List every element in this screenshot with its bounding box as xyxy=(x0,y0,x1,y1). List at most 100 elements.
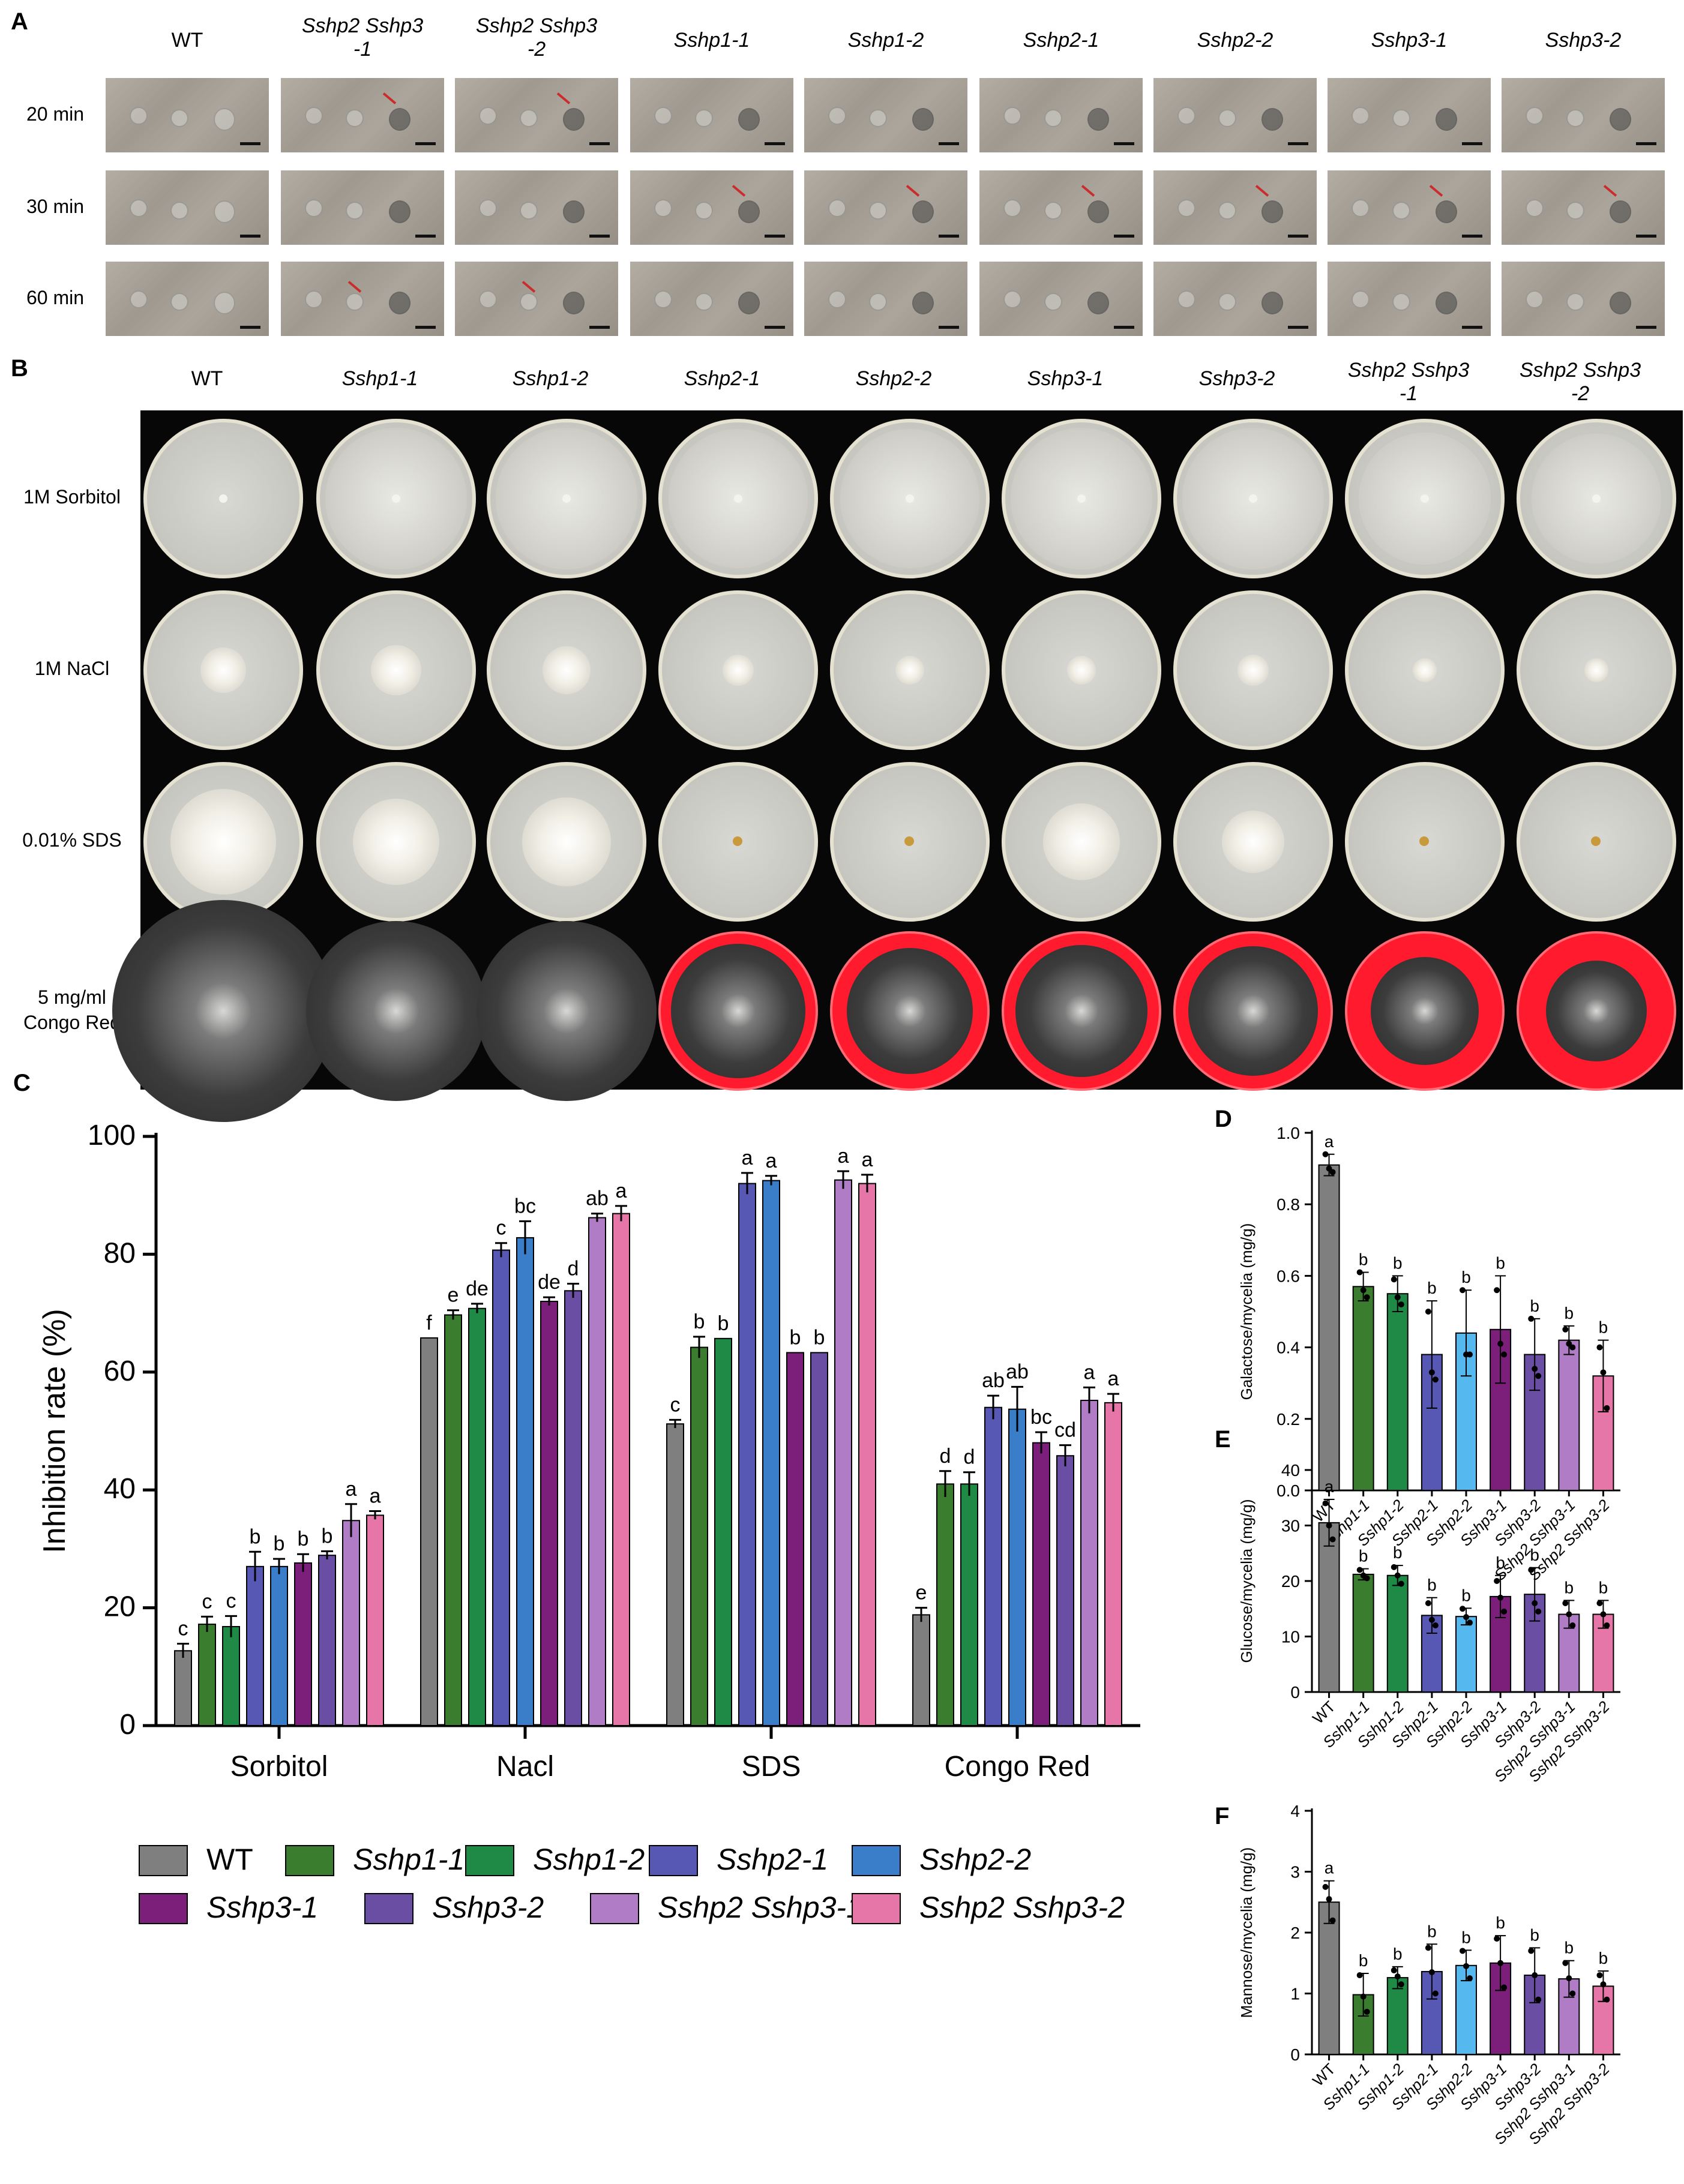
panel-c-label: C xyxy=(13,1070,31,1096)
inoculum-plug xyxy=(904,836,914,846)
petri-plate xyxy=(1002,419,1161,578)
bar xyxy=(1490,1328,1512,1492)
significance-letter: b xyxy=(1496,1553,1505,1572)
droplet xyxy=(1436,292,1457,314)
petri-plate xyxy=(658,931,818,1091)
droplet xyxy=(1177,107,1195,125)
data-point xyxy=(1432,1622,1439,1628)
data-point xyxy=(1326,1896,1332,1903)
petri-plate xyxy=(1345,419,1505,578)
panel-a-photo xyxy=(979,78,1143,152)
bar xyxy=(984,1406,1002,1726)
panel-b-col-header: Sshp1-1 xyxy=(341,367,418,390)
droplet xyxy=(1003,107,1021,125)
significance-letter: a xyxy=(370,1485,381,1508)
inoculum-plug xyxy=(734,494,742,503)
y-tick-label: 100 xyxy=(88,1120,136,1151)
droplet xyxy=(170,109,188,127)
droplet xyxy=(1218,293,1236,311)
droplet xyxy=(346,293,364,311)
x-tick-label: Sshp2-1 xyxy=(1388,2060,1442,2114)
bar xyxy=(1386,1977,1409,2056)
panel-b-row-label: 0.01% SDS xyxy=(22,829,122,851)
droplet xyxy=(170,293,188,311)
significance-letter: b xyxy=(1393,1253,1403,1272)
significance-letter: c xyxy=(202,1590,212,1613)
droplet xyxy=(130,199,148,217)
bar xyxy=(516,1237,534,1727)
data-point xyxy=(1501,1984,1508,1991)
panel-label: D xyxy=(1215,1106,1232,1132)
bar xyxy=(1352,1573,1374,1693)
scale-bar xyxy=(415,326,436,329)
panel-a-photo xyxy=(979,262,1143,336)
significance-letter: b xyxy=(694,1310,705,1333)
panel-a-photo xyxy=(979,170,1143,245)
data-point xyxy=(1467,1975,1473,1982)
droplet xyxy=(695,293,713,311)
bar xyxy=(960,1483,978,1726)
panel-b-col-header: Sshp2-2 xyxy=(855,367,932,390)
data-point xyxy=(1566,1611,1572,1618)
bar xyxy=(1524,1594,1546,1693)
significance-letter: a xyxy=(1084,1361,1095,1384)
data-point xyxy=(1600,1981,1607,1988)
red-arrow-marker xyxy=(732,185,746,197)
bar xyxy=(444,1314,462,1726)
significance-letter: b xyxy=(1599,1578,1608,1597)
x-tick-label: Sshp1-2 xyxy=(1353,2060,1407,2114)
droplet xyxy=(869,202,887,220)
panel-a-col-header: Sshp3-1 xyxy=(1371,29,1448,52)
bar xyxy=(366,1514,384,1727)
data-point xyxy=(1364,2008,1370,2015)
y-tick-label: 0.4 xyxy=(1277,1339,1300,1357)
significance-letter: a xyxy=(766,1150,777,1172)
droplet xyxy=(305,107,323,125)
panel-b-row-label: 5 mg/ml Congo Red xyxy=(23,986,121,1033)
petri-plate xyxy=(1517,762,1676,922)
droplet xyxy=(1526,107,1544,125)
droplet xyxy=(389,108,410,131)
droplet xyxy=(654,290,672,308)
petri-plate xyxy=(1173,419,1333,578)
panel-a-photo xyxy=(1153,262,1317,336)
bar xyxy=(1421,1970,1443,2055)
panel-b-row-label: 1M NaCl xyxy=(34,658,110,679)
petri-plate xyxy=(1517,590,1676,750)
significance-letter: a xyxy=(1325,1132,1334,1151)
colony xyxy=(1188,946,1318,1076)
y-tick-label: 0.8 xyxy=(1277,1195,1300,1214)
data-point xyxy=(1569,1344,1576,1351)
droplet xyxy=(1392,293,1410,311)
data-point xyxy=(1600,1369,1607,1376)
significance-letter: b xyxy=(1427,1279,1437,1297)
inoculum-plug xyxy=(219,494,227,503)
panel-b-col-header: Sshp1-2 xyxy=(512,367,589,390)
inoculum-plug xyxy=(906,494,914,503)
petri-plate xyxy=(658,762,818,922)
panel-a-photo xyxy=(455,262,618,336)
data-point xyxy=(1356,1567,1363,1573)
bar xyxy=(468,1307,486,1726)
y-tick-label: 40 xyxy=(1281,1461,1300,1480)
petri-plate xyxy=(830,590,990,750)
data-point xyxy=(1398,1981,1404,1988)
data-point xyxy=(1562,1326,1569,1333)
panel-label: E xyxy=(1215,1426,1231,1453)
x-tick-label: Sshp1-2 xyxy=(1353,1697,1407,1751)
data-point xyxy=(1596,1344,1603,1351)
data-point xyxy=(1329,1169,1336,1175)
panel-a-photo xyxy=(630,170,793,245)
colony xyxy=(306,921,486,1101)
panel-a-col-header: Sshp2 Sshp3 -1 xyxy=(301,14,424,61)
significance-letter: b xyxy=(1599,1318,1608,1337)
droplet xyxy=(738,292,760,314)
data-point xyxy=(1497,1960,1504,1966)
data-point xyxy=(1494,1936,1500,1942)
data-point xyxy=(1467,1619,1473,1626)
red-arrow-marker xyxy=(1081,185,1095,197)
droplet xyxy=(1177,199,1195,217)
scale-bar xyxy=(415,142,436,145)
bar xyxy=(738,1183,756,1727)
data-point xyxy=(1360,1572,1367,1579)
